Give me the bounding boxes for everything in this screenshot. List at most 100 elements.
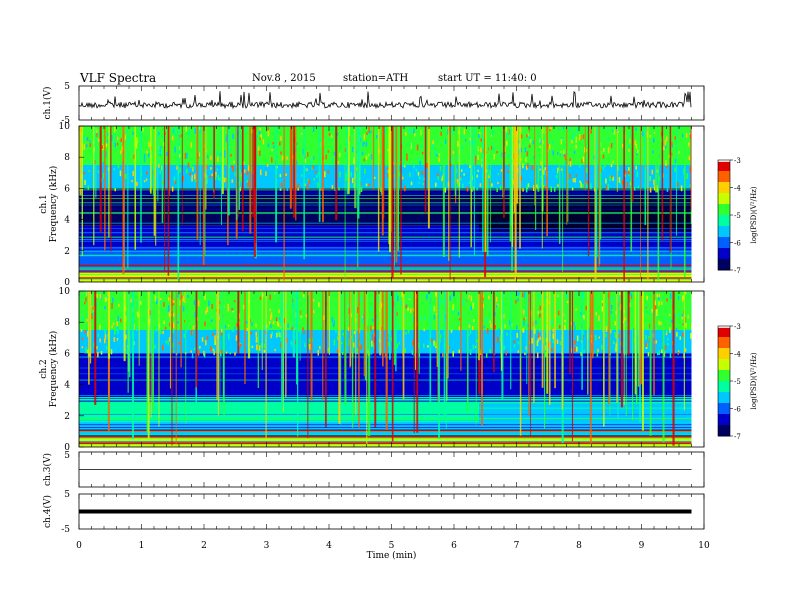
noise-speckle [97,138,100,142]
noise-speckle [227,324,230,327]
noise-speckle [682,322,684,326]
noise-speckle [114,134,116,137]
sferic-streak [281,291,284,408]
noise-speckle [191,329,193,336]
noise-speckle [528,128,531,132]
noise-speckle [170,313,172,317]
noise-speckle [384,353,387,358]
x-tick-label: 5 [389,541,395,551]
noise-speckle [85,349,87,354]
colorbar-tick-label: -5 [734,378,741,386]
noise-speckle [428,322,430,326]
noise-speckle [573,150,576,154]
narrowband-line [79,204,692,206]
noise-speckle [117,338,120,342]
noise-speckle [410,181,413,186]
noise-speckle [688,142,690,148]
noise-speckle [552,333,555,339]
noise-speckle [585,182,587,189]
sferic-streak [598,126,600,267]
sferic-streak [608,291,611,405]
sferic-streak [418,291,420,374]
sferic-streak [631,126,634,202]
colorbar-cell [718,233,730,236]
noise-speckle [622,126,625,129]
narrowband-line [79,274,692,275]
noise-speckle [353,182,355,188]
sferic-streak [389,291,391,360]
noise-speckle [485,353,488,358]
noise-speckle [678,346,681,350]
noise-speckle [103,172,105,179]
noise-speckle [455,168,458,174]
noise-speckle [612,346,615,352]
noise-speckle [90,348,93,351]
noise-speckle [615,347,617,352]
noise-speckle [206,335,209,341]
noise-speckle [113,168,116,171]
noise-speckle [493,153,496,160]
y-tick-label: -5 [61,525,70,535]
noise-speckle [560,151,562,154]
noise-speckle [316,175,318,178]
noise-speckle [665,160,667,166]
noise-speckle [165,308,168,313]
noise-speckle [250,331,252,335]
sferic-streak [338,291,341,424]
colorbar-cell [718,326,730,329]
noise-speckle [212,332,214,336]
noise-speckle [576,346,578,352]
noise-speckle [232,308,234,311]
y-axis-label: ch.3(V) [42,453,53,486]
noise-speckle [89,140,91,143]
noise-speckle [363,134,366,140]
colorbar-tick-label: -4 [734,185,741,193]
noise-speckle [645,305,648,308]
y-axis-label: ch.2Frequency (kHz) [39,331,59,408]
noise-speckle [82,151,84,158]
noise-speckle [278,332,281,338]
noise-speckle [201,337,204,342]
noise-speckle [525,317,527,320]
colorbar-cell [718,191,730,194]
noise-speckle [469,349,472,355]
noise-speckle [500,338,502,342]
noise-speckle [360,344,362,350]
noise-speckle [279,141,281,146]
noise-speckle [273,292,276,295]
noise-speckle [452,351,454,357]
noise-speckle [96,293,98,298]
noise-speckle [216,151,218,156]
noise-speckle [219,177,221,182]
noise-speckle [542,128,545,134]
noise-speckle [618,177,621,183]
narrowband-line [79,429,692,430]
noise-speckle [611,175,613,178]
colorbar-label: log(PSD)(V²/Hz) [750,186,758,243]
colorbar-cell [718,419,730,422]
noise-speckle [182,175,184,182]
noise-speckle [240,175,242,180]
narrowband-line [79,238,692,240]
noise-speckle [234,171,237,177]
noise-speckle [602,329,604,332]
noise-speckle [450,329,453,333]
noise-speckle [459,175,462,178]
sferic-streak [366,291,368,446]
narrowband-line [79,367,692,369]
noise-speckle [524,147,527,153]
noise-speckle [552,141,554,145]
sferic-streak [379,291,382,356]
noise-speckle [324,171,326,178]
noise-speckle [637,166,640,170]
noise-speckle [267,127,269,131]
y-axis-label-line: ch.2 [39,359,49,378]
sferic-streak [355,126,357,209]
noise-speckle [526,185,529,190]
sferic-streak [535,126,537,231]
noise-speckle [194,347,196,350]
noise-speckle [117,162,120,169]
noise-speckle [679,336,681,340]
noise-speckle [590,183,592,190]
sferic-streak [519,126,521,249]
